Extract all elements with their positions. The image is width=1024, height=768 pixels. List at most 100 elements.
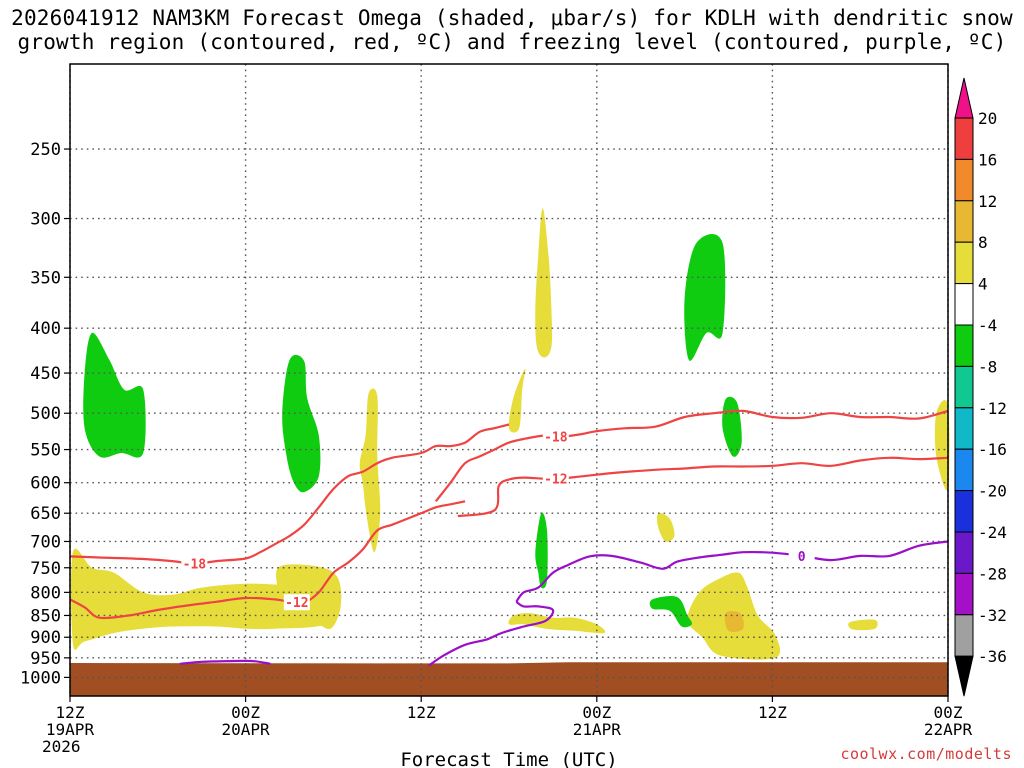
colorbar-swatch-7 [954,365,974,409]
contour-label-bg-2 [542,470,569,487]
y-tick-label-550: 550 [30,441,61,461]
omega-region-17 [649,596,693,628]
omega-region-7 [657,512,675,542]
colorbar: 20 16 12 8 4 -4 -8 -12 -16 -20 -24 -28 -32 -36 [954,77,1007,697]
colorbar-label-1: 16 [978,150,997,169]
colorbar-swatch-10 [954,490,974,533]
y-tick-label-600: 600 [30,474,61,494]
y-tick-label-650: 650 [30,504,61,524]
chart-title-line-1: 2026041912 NAM3KM Forecast Omega (shaded… [11,6,1013,30]
y-tick-label-700: 700 [30,532,61,552]
colorbar-swatch-13 [954,614,974,657]
colorbar-bottom-triangle [954,655,974,697]
colorbar-label-8: -16 [978,440,1007,459]
axes-layer: 2503003504004505005506006507007508008509… [20,63,973,768]
contour-line-1 [434,409,949,502]
colorbar-swatch-3 [954,200,974,243]
y-tick-label-950: 950 [30,649,61,669]
contour-label-1: -18 [544,430,568,445]
colorbar-label-9: -20 [978,482,1007,501]
colorbar-label-4: 4 [978,275,988,294]
contour-label-2: -12 [544,473,567,488]
contour-line-6 [427,600,555,667]
contour-layer: -18 -12 -18 -12 0 [69,409,949,667]
contour-label-bg-4 [283,594,310,611]
omega-region-16 [722,396,742,457]
x-tick-label-h0-0: 12Z [56,703,85,722]
omega-region-3 [359,388,381,553]
y-tick-label-350: 350 [30,268,61,288]
y-tick-label-400: 400 [30,319,61,339]
x-tick-label-h12-1: 20APR [222,720,271,739]
omega-region-6 [508,613,606,634]
omega-region-15 [684,233,726,361]
x-tick-label-h0-1: 19APR [46,720,95,739]
colorbar-top-triangle [954,77,974,119]
colorbar-swatch-8 [954,407,974,450]
ground-layer [70,662,948,696]
colorbar-label-11: -28 [978,564,1007,583]
x-tick-label-h48-0: 12Z [758,703,787,722]
contour-line-5 [515,540,949,603]
colorbar-swatch-9 [954,448,974,492]
omega-region-12 [83,332,146,458]
y-tick-label-500: 500 [30,404,61,424]
x-tick-label-h60-1: 22APR [924,720,973,739]
chart-title-line-2: growth region (contoured, red, ºC) and f… [17,30,1007,54]
y-tick-label-750: 750 [30,559,61,579]
colorbar-swatch-1 [954,117,974,160]
contour-line-2 [457,456,949,518]
colorbar-swatch-11 [954,531,974,574]
y-tick-label-450: 450 [30,364,61,384]
colorbar-swatch-2 [954,158,974,202]
colorbar-label-7: -12 [978,399,1007,418]
x-axis-label: Forecast Time (UTC) [400,749,617,768]
x-tick-label-h36-1: 21APR [573,720,622,739]
colorbar-label-10: -24 [978,523,1007,542]
x-tick-label-h36-0: 00Z [582,703,611,722]
contour-line-7 [179,659,271,665]
contour-label-3: -18 [183,558,207,573]
omega-region-4 [535,208,553,358]
omega-region-9 [848,619,878,631]
colorbar-label-13: -36 [978,647,1007,666]
omega-shading-layer [70,208,950,660]
y-tick-label-900: 900 [30,628,61,648]
omega-region-1 [70,548,342,650]
colorbar-swatch-4 [954,241,974,285]
omega-region-11 [724,611,744,633]
colorbar-label-0: 20 [978,109,997,128]
colorbar-label-3: 8 [978,233,988,252]
credit-text: coolwx.com/modelts [840,745,1012,763]
colorbar-swatch-6 [954,324,974,367]
omega-region-10 [934,399,950,491]
colorbar-label-5: -4 [978,316,997,335]
omega-region-5 [508,368,526,433]
x-tick-label-h0-2: 2026 [42,737,81,756]
colorbar-swatch-5 [954,283,974,326]
y-tick-label-800: 800 [30,583,61,603]
grid-layer [69,64,949,696]
contour-label-bg-1 [542,428,569,445]
contour-line-4 [69,500,466,620]
y-tick-label-850: 850 [30,606,61,626]
omega-region-14 [535,512,548,589]
contour-label-bg-5 [788,547,815,564]
colorbar-label-6: -8 [978,357,997,376]
colorbar-swatch-12 [954,572,974,616]
y-tick-label-250: 250 [30,140,61,160]
contour-label-4: -12 [285,596,308,611]
x-tick-label-h12-0: 00Z [231,703,260,722]
x-tick-label-h24-0: 12Z [407,703,436,722]
ground-terrain [70,662,948,696]
x-tick-label-h60-0: 00Z [934,703,963,722]
colorbar-label-2: 12 [978,192,997,211]
plot-frame [69,63,949,697]
colorbar-label-12: -32 [978,606,1007,625]
y-tick-label-1000: 1000 [20,668,61,688]
contour-label-5: 0 [798,550,806,565]
contour-label-bg-3 [181,555,208,572]
omega-region-13 [282,354,321,493]
y-tick-label-300: 300 [30,210,61,230]
